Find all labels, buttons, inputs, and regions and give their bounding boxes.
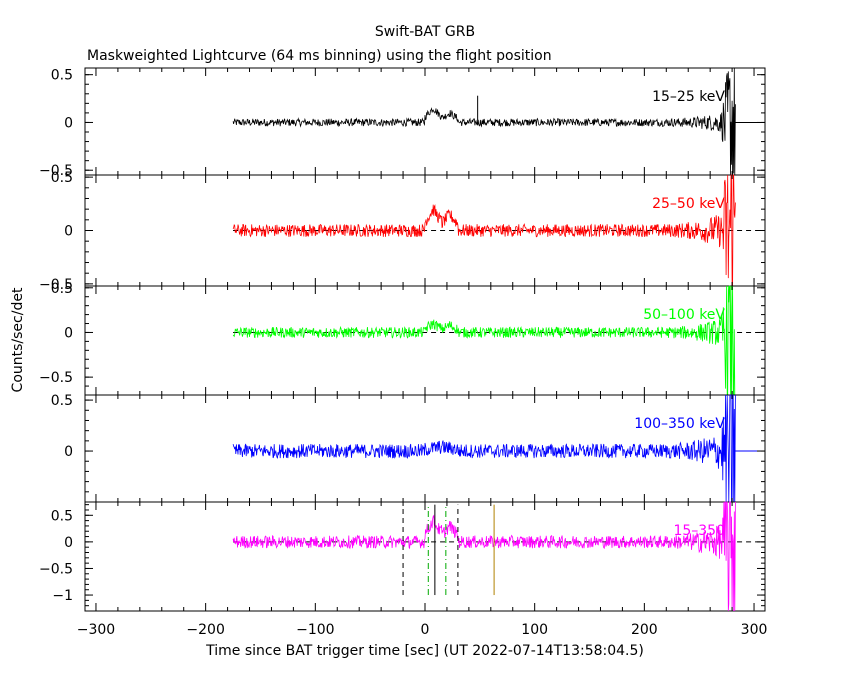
x-tick-label: 0 (421, 622, 430, 638)
lightcurve-trace (232, 174, 736, 287)
x-tick-label: −200 (186, 622, 224, 638)
y-tick-label: 0 (64, 444, 73, 460)
panel-2: 0.5 0 −0.5 25–50 keV (39, 170, 766, 293)
y-tick-label: 0.5 (51, 393, 73, 409)
y-tick-label: −0.5 (39, 370, 73, 386)
x-tick-label: 200 (631, 622, 658, 638)
band-label: 50–100 keV (643, 307, 725, 323)
y-tick-label: −0.5 (39, 561, 73, 577)
y-tick-label: −1 (52, 588, 73, 604)
y-tick-label: 0 (64, 115, 73, 131)
band-label: 25–50 keV (652, 196, 725, 212)
x-axis-title: Time since BAT trigger time [sec] (UT 20… (205, 643, 644, 659)
y-tick-label: 0.5 (51, 170, 73, 186)
band-label: 15–25 keV (652, 89, 725, 105)
panels-group: 0.5 0 −0.5 15–25 keV 0.5 0 −0.5 25–50 keV 0.5 0 −0… (39, 67, 766, 612)
x-tick-label: 300 (741, 622, 768, 638)
lightcurve-trace (232, 501, 736, 612)
y-tick-label: −0.5 (39, 163, 73, 179)
y-tick-label: 0 (64, 535, 73, 551)
panel-5: 0.5 0 −0.5 −1 15–350 (39, 501, 766, 612)
band-label: 100–350 keV (634, 416, 725, 432)
panel-3: 0.5 0 −0.5 50–100 keV (39, 281, 766, 397)
panel-frame (84, 501, 766, 612)
x-tick-labels: −300 −200 −100 0 100 200 300 (77, 622, 768, 638)
panel-4: 0.5 0 100–350 keV (51, 393, 766, 504)
lightcurve-trace (232, 285, 736, 397)
lightcurve-trace (232, 67, 736, 176)
panel-1: 0.5 0 −0.5 15–25 keV (39, 67, 766, 179)
x-tick-label: 100 (521, 622, 548, 638)
band-label: 15–350 (673, 523, 725, 539)
y-tick-label: 0 (64, 325, 73, 341)
y-tick-label: 0 (64, 224, 73, 240)
y-tick-label: 0.5 (51, 68, 73, 84)
y-tick-label: −0.5 (39, 277, 73, 293)
chart-subtitle: Maskweighted Lightcurve (64 ms binning) … (87, 48, 552, 64)
y-axis-title: Counts/sec/det (10, 287, 26, 392)
y-tick-label: 0.5 (51, 281, 73, 297)
lightcurve-trace (232, 394, 736, 504)
y-tick-label: 0.5 (51, 508, 73, 524)
chart-title: Swift-BAT GRB (375, 24, 475, 40)
panel-frame (84, 285, 766, 396)
x-tick-label: −100 (296, 622, 334, 638)
x-tick-label: −300 (77, 622, 115, 638)
